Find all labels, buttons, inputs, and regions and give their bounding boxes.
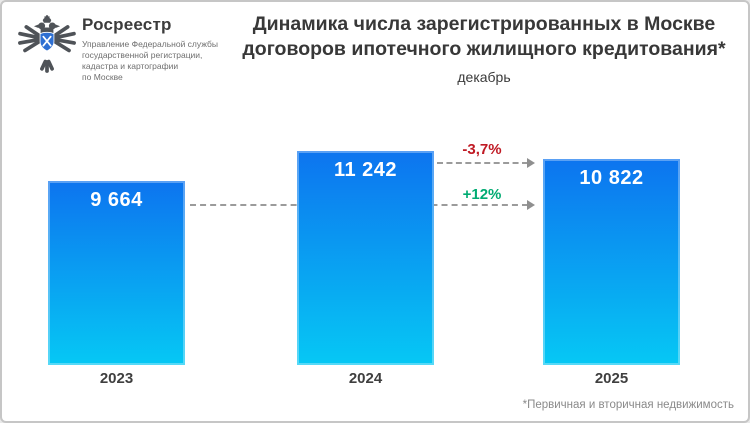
org-subtitle-line: по Москве [82, 72, 123, 83]
bar-2025: 10 822 [543, 159, 680, 365]
bar-2024: 11 242 [297, 151, 434, 365]
chart-title-block: Динамика числа зарегистрированных в Моск… [222, 12, 746, 85]
bar-2023: 9 664 [48, 181, 185, 365]
chart-subtitle: декабрь [457, 68, 511, 85]
axis-label-2023: 2023 [99, 370, 134, 387]
axis-label-2024: 2024 [348, 370, 383, 387]
arrowhead-icon [527, 158, 535, 168]
org-subtitle: Управление Федеральной службы государств… [82, 39, 218, 83]
bar-value-label: 9 664 [90, 189, 143, 211]
org-subtitle-line: государственной регистрации, [82, 50, 203, 61]
bar-value-label: 10 822 [579, 167, 644, 189]
arrowhead-icon [527, 200, 535, 210]
axis-label-2025: 2025 [594, 370, 629, 387]
rosreestr-eagle-emblem-icon [18, 15, 76, 73]
pct-change-2024-2025: -3,7% [462, 141, 502, 158]
org-subtitle-line: Управление Федеральной службы [82, 39, 218, 49]
pct-change-2023-2025: +12% [462, 186, 502, 203]
dashed-arrow-2024-to-2025 [437, 162, 528, 164]
org-block: Росреестр Управление Федеральной службы … [82, 15, 218, 83]
bar-value-label: 11 242 [333, 159, 398, 181]
crown-icon [42, 17, 52, 23]
page-title-line1: Динамика числа зарегистрированных в Моск… [252, 13, 716, 35]
footnote: *Первичная и вторичная недвижимость [522, 399, 734, 411]
org-name: Росреестр [82, 15, 172, 34]
page-title-line2: договоров ипотечного жилищного кредитова… [242, 37, 726, 60]
org-subtitle-line: кадастра и картографии [82, 61, 179, 72]
